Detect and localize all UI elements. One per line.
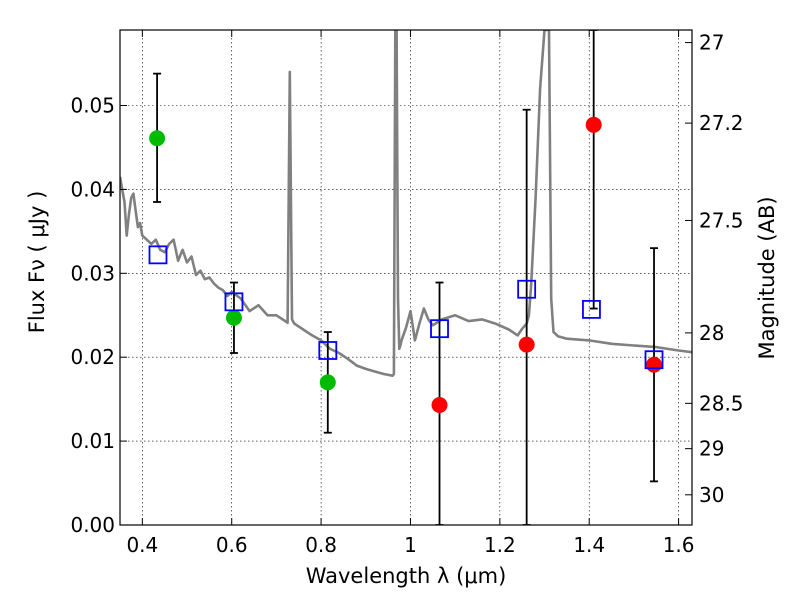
y-tick-label: 0.05 bbox=[70, 94, 115, 118]
x-tick-label: 1.6 bbox=[663, 533, 695, 557]
x-tick-label: 1.4 bbox=[573, 533, 605, 557]
model-flux-square bbox=[224, 292, 244, 312]
x-tick-label: 1.2 bbox=[484, 533, 516, 557]
photometry-point bbox=[431, 397, 448, 414]
photometry-point bbox=[319, 374, 336, 391]
plot-background bbox=[120, 30, 692, 525]
model-flux-square bbox=[582, 299, 601, 319]
photometry-point bbox=[149, 130, 166, 147]
right-tick-label: 27.5 bbox=[699, 208, 744, 232]
right-tick-label: 28.5 bbox=[699, 391, 744, 415]
y-axis-right-title: Magnitude (AB) bbox=[755, 196, 779, 359]
photometry-point bbox=[225, 309, 242, 326]
y-tick-label: 0.03 bbox=[70, 261, 115, 285]
x-tick-label: 0.4 bbox=[126, 533, 158, 557]
y-tick-label: 0.01 bbox=[70, 429, 115, 453]
model-flux-square bbox=[644, 350, 664, 370]
model-flux-square bbox=[148, 245, 168, 265]
x-tick-label: 0.6 bbox=[216, 533, 248, 557]
model-flux-square bbox=[318, 341, 338, 360]
right-tick-label: 30 bbox=[699, 483, 724, 507]
y-axis-title: Flux Fν ( μJy ) bbox=[25, 191, 49, 334]
y-tick-label: 0.00 bbox=[70, 513, 115, 537]
model-flux-square bbox=[430, 319, 449, 339]
x-axis-title: Wavelength λ (μm) bbox=[306, 564, 507, 588]
x-tick-label: 1 bbox=[404, 533, 417, 557]
right-tick-label: 27 bbox=[699, 31, 724, 55]
axis-ticks: 0.4 0.6 0.8 1 1.2 1.4 1.6 0.00 0.01 0.02 0.03 0.04 0… bbox=[70, 30, 744, 557]
plot-area bbox=[120, 30, 692, 525]
plot-frame bbox=[119, 29, 693, 526]
y-tick-label: 0.04 bbox=[70, 177, 115, 201]
y-tick-label: 0.02 bbox=[70, 345, 115, 369]
right-tick-label: 29 bbox=[699, 437, 724, 461]
model-flux-square bbox=[517, 279, 537, 299]
photometry-point bbox=[585, 116, 602, 133]
photometry-point bbox=[518, 336, 535, 353]
right-tick-label: 28 bbox=[699, 321, 724, 345]
photometry-point bbox=[646, 356, 663, 373]
x-tick-label: 0.8 bbox=[305, 533, 337, 557]
grid-lines bbox=[120, 30, 692, 525]
template-spectrum-line bbox=[120, 30, 692, 378]
right-tick-label: 27.2 bbox=[699, 111, 744, 135]
